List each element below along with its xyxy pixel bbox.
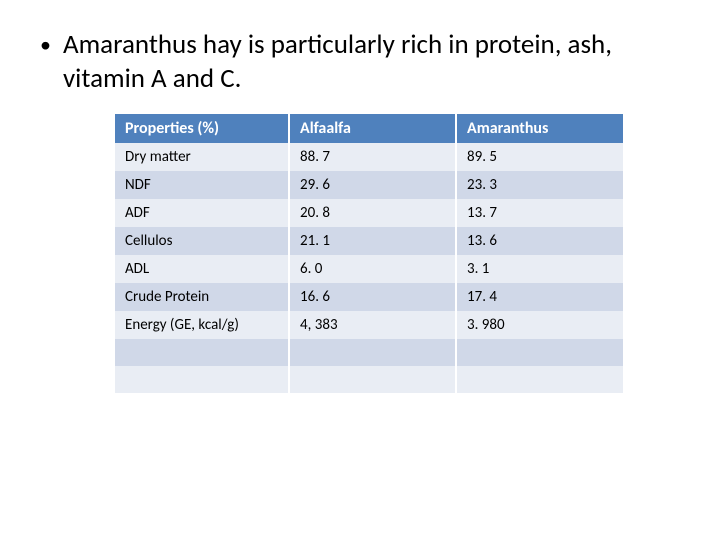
cell-empty [115,366,289,393]
cell-alfaalfa: 4, 383 [289,311,456,339]
cell-alfaalfa: 88. 7 [289,143,456,171]
bullet-dot-icon: • [40,32,51,58]
cell-empty [456,366,623,393]
cell-amaranthus: 3. 1 [456,255,623,283]
table-row: Cellulos 21. 1 13. 6 [115,227,623,255]
comparison-table-container: Properties (%) Alfaalfa Amaranthus Dry m… [115,114,623,393]
cell-property: Dry matter [115,143,289,171]
table-row: NDF 29. 6 23. 3 [115,171,623,199]
cell-property: Crude Protein [115,283,289,311]
cell-amaranthus: 23. 3 [456,171,623,199]
cell-alfaalfa: 16. 6 [289,283,456,311]
cell-alfaalfa: 6. 0 [289,255,456,283]
slide: • Amaranthus hay is particularly rich in… [0,0,720,540]
cell-property: Cellulos [115,227,289,255]
cell-property: NDF [115,171,289,199]
cell-property: ADF [115,199,289,227]
cell-amaranthus: 89. 5 [456,143,623,171]
bullet-text: Amaranthus hay is particularly rich in p… [63,28,680,96]
table-row-empty [115,339,623,366]
cell-alfaalfa: 21. 1 [289,227,456,255]
bullet-item: • Amaranthus hay is particularly rich in… [40,28,680,96]
cell-amaranthus: 17. 4 [456,283,623,311]
cell-amaranthus: 13. 6 [456,227,623,255]
table-row-empty [115,366,623,393]
cell-empty [289,366,456,393]
cell-amaranthus: 3. 980 [456,311,623,339]
cell-amaranthus: 13. 7 [456,199,623,227]
col-header-properties: Properties (%) [115,114,289,143]
col-header-amaranthus: Amaranthus [456,114,623,143]
col-header-alfaalfa: Alfaalfa [289,114,456,143]
table-row: Dry matter 88. 7 89. 5 [115,143,623,171]
cell-alfaalfa: 29. 6 [289,171,456,199]
table-row: ADF 20. 8 13. 7 [115,199,623,227]
cell-property: ADL [115,255,289,283]
cell-empty [115,339,289,366]
cell-alfaalfa: 20. 8 [289,199,456,227]
table-row: Crude Protein 16. 6 17. 4 [115,283,623,311]
table-header-row: Properties (%) Alfaalfa Amaranthus [115,114,623,143]
cell-empty [456,339,623,366]
cell-property: Energy (GE, kcal/g) [115,311,289,339]
table-row: Energy (GE, kcal/g) 4, 383 3. 980 [115,311,623,339]
comparison-table: Properties (%) Alfaalfa Amaranthus Dry m… [115,114,623,393]
table-row: ADL 6. 0 3. 1 [115,255,623,283]
cell-empty [289,339,456,366]
